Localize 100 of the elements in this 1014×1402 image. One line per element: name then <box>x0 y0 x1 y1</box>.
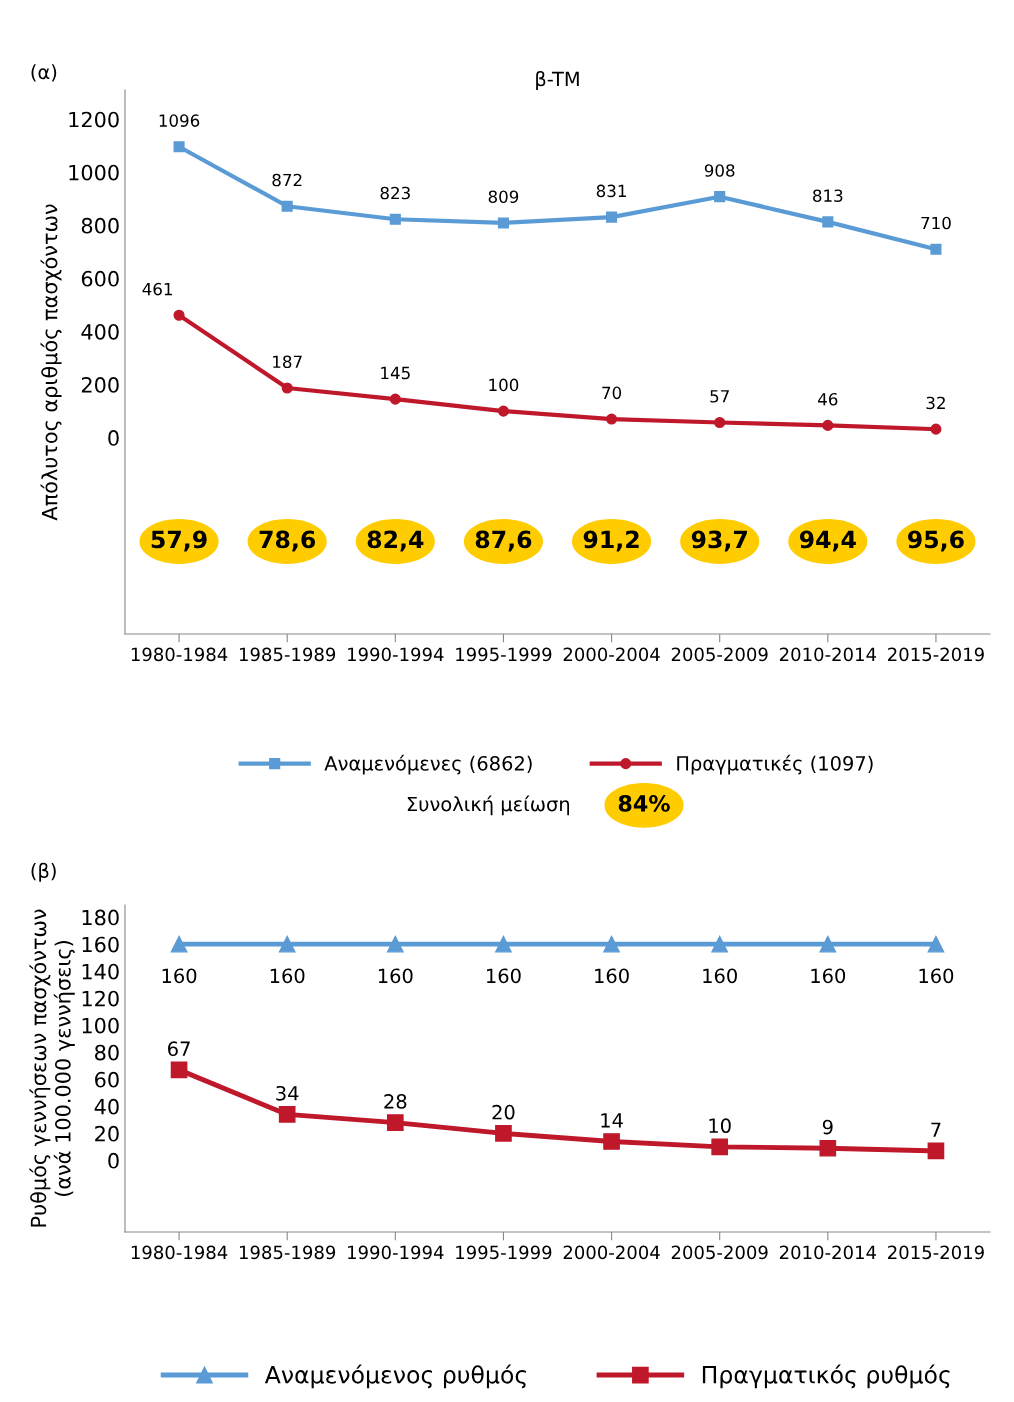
point <box>278 1106 296 1123</box>
point <box>927 935 945 953</box>
point <box>714 416 726 429</box>
x-tick-label: 2010-2014 <box>779 1245 877 1260</box>
legend-label: Πραγματικές (1097) <box>677 754 873 775</box>
point <box>386 1114 404 1131</box>
data-label: 710 <box>921 216 951 230</box>
point <box>603 1133 620 1150</box>
annotation: 82,4 <box>367 530 424 552</box>
y-tick-label: 120 <box>82 990 119 1007</box>
point <box>606 211 618 223</box>
x-tick-label: 1985-1989 <box>239 1245 336 1260</box>
y-tick-label: 180 <box>82 909 119 926</box>
data-label: 823 <box>380 186 410 200</box>
y-axis-title: Ρυθμός γεννήσεων πασχόντων (ανά 100.000 γεννήσεις) <box>29 909 75 1227</box>
data-label: 160 <box>595 968 629 984</box>
point <box>170 1061 188 1079</box>
point <box>497 217 509 229</box>
annotation: 95,6 <box>908 530 964 552</box>
point <box>278 935 296 953</box>
y-tick-label: 1000 <box>69 164 119 181</box>
point <box>930 423 942 435</box>
x-tick-label: 2010-2014 <box>779 647 877 662</box>
data-label: 872 <box>272 173 302 187</box>
y-tick-label: 800 <box>81 217 119 234</box>
point <box>819 1139 837 1157</box>
point <box>389 393 401 405</box>
text: (β) <box>31 862 56 882</box>
legend-label: Αναμενόμενες (6862) <box>324 754 532 775</box>
y-tick-label: 80 <box>95 1044 119 1061</box>
data-label: 70 <box>602 386 622 400</box>
point <box>819 935 837 953</box>
y-tick-label: 600 <box>81 270 119 287</box>
y-tick-label: 100 <box>82 1017 119 1034</box>
data-label: 145 <box>381 366 410 380</box>
y-tick-label: 200 <box>81 377 119 393</box>
y-tick-label: 0 <box>108 430 119 446</box>
y-axis-title: Απόλυτος αριθμός πασχόντων <box>40 204 62 521</box>
data-label: 20 <box>492 1104 515 1120</box>
data-label: 813 <box>813 189 843 202</box>
data-label: 809 <box>488 190 519 204</box>
x-tick-label: 1990-1994 <box>348 647 444 662</box>
data-label: 160 <box>162 968 197 984</box>
data-label: 28 <box>384 1094 407 1109</box>
point <box>606 413 618 425</box>
data-label: 10 <box>709 1118 731 1134</box>
text: Συνολική μείωση <box>407 795 570 816</box>
data-label: 67 <box>168 1041 190 1057</box>
data-label: 9 <box>822 1119 833 1135</box>
text: 84% <box>618 795 670 812</box>
data-label: 831 <box>596 184 626 198</box>
y-tick-label: 0 <box>108 1152 119 1169</box>
y-tick-label: 1200 <box>69 111 119 128</box>
point <box>603 935 620 953</box>
data-label: 32 <box>926 396 945 410</box>
y-tick-label: 400 <box>81 323 119 340</box>
y-tick-label: 20 <box>95 1125 119 1142</box>
point <box>281 200 293 212</box>
data-label: 160 <box>270 968 305 984</box>
x-tick-label: 1980-1984 <box>131 647 228 662</box>
data-label: 1096 <box>159 114 200 127</box>
x-tick-label: 2015-2019 <box>888 1245 984 1260</box>
data-label: 46 <box>818 392 838 406</box>
chart-title: β-TM <box>536 71 579 90</box>
y-tick-label: 140 <box>82 963 119 980</box>
point <box>930 243 942 255</box>
data-label: 160 <box>919 968 954 984</box>
annotation: 78,6 <box>259 530 316 552</box>
data-label: 160 <box>811 968 846 984</box>
data-label: 908 <box>704 164 735 177</box>
data-label: 34 <box>276 1085 299 1101</box>
data-label: 100 <box>489 378 519 392</box>
point <box>822 419 834 431</box>
point <box>497 405 509 417</box>
annotation: 57,9 <box>151 530 207 552</box>
data-label: 461 <box>142 282 172 296</box>
point <box>173 141 185 153</box>
y-tick-label: 160 <box>82 936 119 953</box>
point <box>173 309 185 321</box>
point <box>281 382 293 394</box>
data-label: 160 <box>487 968 521 984</box>
point <box>927 1142 945 1160</box>
data-label: 187 <box>273 355 302 369</box>
point <box>822 216 834 228</box>
x-tick-label: 1995-1999 <box>456 1245 552 1260</box>
point <box>389 213 401 225</box>
data-label: 160 <box>378 968 413 984</box>
point <box>711 935 729 953</box>
data-label: 14 <box>601 1113 623 1128</box>
x-tick-label: 2005-2009 <box>671 1245 768 1260</box>
annotation: 87,6 <box>475 530 532 552</box>
legend-label: Πραγματικός ρυθμός <box>702 1364 950 1389</box>
point <box>714 191 726 203</box>
data-label: 160 <box>703 968 737 984</box>
x-tick-label: 1980-1984 <box>131 1245 228 1260</box>
x-tick-label: 2000-2004 <box>563 647 660 662</box>
annotation: 93,7 <box>691 530 747 552</box>
y-tick-label: 60 <box>95 1071 119 1088</box>
x-tick-label: 2015-2019 <box>888 647 984 662</box>
point <box>495 935 512 953</box>
